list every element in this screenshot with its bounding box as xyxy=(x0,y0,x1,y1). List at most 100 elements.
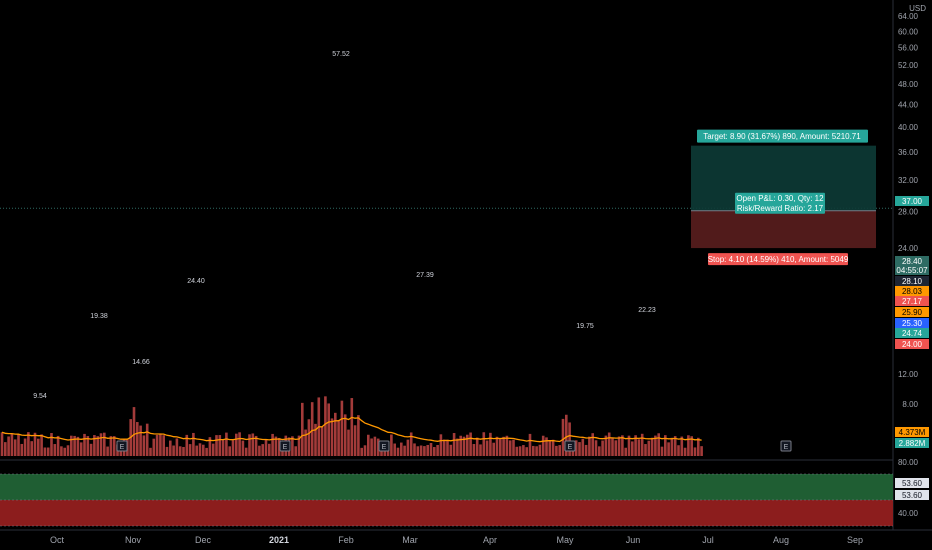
price-badge: 28.40 xyxy=(895,256,929,266)
volume-bar xyxy=(244,447,248,456)
price-badge-text: 27.17 xyxy=(902,297,923,306)
time-tick: Nov xyxy=(125,535,142,545)
volume-bar xyxy=(10,433,14,456)
volume-bar xyxy=(291,436,294,456)
volume-bar xyxy=(512,439,515,456)
volume-bar xyxy=(508,440,512,456)
volume-bar xyxy=(621,435,624,456)
volume-bar xyxy=(178,446,182,456)
price-badge-text: 37.00 xyxy=(902,197,923,206)
position-tool[interactable]: Target: 8.90 (31.67%) 890, Amount: 5210.… xyxy=(691,129,876,266)
earnings-marker-box xyxy=(780,440,792,452)
volume-bar xyxy=(96,436,99,456)
volume-bar xyxy=(225,432,228,456)
volume-bar xyxy=(218,435,222,456)
volume-bar xyxy=(53,444,57,456)
price-badge: 28.10 xyxy=(895,276,929,286)
volume-bar xyxy=(449,444,453,456)
volume-bar xyxy=(155,434,159,456)
volume-bar xyxy=(657,433,660,456)
price-point-label: 27.39 xyxy=(416,272,434,279)
volume-bar xyxy=(139,425,142,456)
volume-bar xyxy=(258,445,261,456)
volume-bar xyxy=(198,443,202,456)
volume-bar xyxy=(469,432,472,456)
volume-bar xyxy=(248,434,251,456)
volume-bar xyxy=(231,440,235,456)
earnings-marker: E xyxy=(378,440,390,452)
time-tick: Jun xyxy=(626,535,641,545)
volume-bar xyxy=(132,407,136,456)
target-label: Target: 8.90 (31.67%) 890, Amount: 5210.… xyxy=(697,129,868,143)
volume-bar xyxy=(528,433,532,456)
volume-bar xyxy=(70,435,73,456)
price-badge: 25.30 xyxy=(895,318,929,328)
volume-bar xyxy=(396,447,400,456)
volume-bar xyxy=(221,439,225,456)
volume-bar xyxy=(485,440,489,456)
volume-bar xyxy=(574,440,578,456)
volume-bar xyxy=(598,446,601,456)
volume-bar xyxy=(690,436,693,456)
price-point-label: 19.38 xyxy=(90,313,108,320)
earnings-marker-label: E xyxy=(120,444,125,451)
osc-upper-band xyxy=(0,474,893,500)
volume-bar xyxy=(390,434,393,456)
price-tick: 24.00 xyxy=(898,244,919,253)
volume-bar xyxy=(175,438,179,456)
volume-bar xyxy=(489,432,492,456)
volume-bar xyxy=(363,445,367,456)
volume-bar xyxy=(86,436,90,456)
time-axis[interactable]: Oct Nov Dec 2021 Feb Mar Apr May Jun Jul Aug Sep xyxy=(50,535,863,545)
volume-bar xyxy=(23,438,27,456)
currency-label: USD xyxy=(909,4,926,13)
volume-bar xyxy=(33,432,37,456)
time-tick: May xyxy=(556,535,574,545)
earnings-marker: E xyxy=(564,440,576,452)
volume-bar xyxy=(192,432,195,456)
volume-bar xyxy=(271,433,274,456)
volume-badge: 4.373M xyxy=(895,427,929,437)
volume-bar xyxy=(136,422,139,456)
volume-bar xyxy=(683,447,687,456)
volume-bar xyxy=(545,437,548,456)
volume-bar xyxy=(172,445,175,456)
volume-bar xyxy=(604,435,608,456)
volume-bar xyxy=(393,443,396,456)
volume-bar xyxy=(185,434,189,456)
volume-bar xyxy=(373,436,377,456)
price-badge-box xyxy=(895,318,929,328)
volume-bar xyxy=(584,444,588,456)
volume-bar xyxy=(357,415,360,456)
volume-bar xyxy=(429,442,433,456)
volume-bar xyxy=(202,444,205,456)
price-tick: 8.00 xyxy=(902,400,918,409)
volume-bar xyxy=(419,445,423,456)
volume-bar xyxy=(347,429,350,456)
volume-bar xyxy=(459,435,462,456)
volume-bar xyxy=(235,433,238,456)
volume-bar xyxy=(261,444,264,456)
volume-bar xyxy=(492,442,495,456)
price-point-label: 14.66 xyxy=(132,359,150,366)
volume-bar xyxy=(142,435,146,456)
price-badge-text: 24.74 xyxy=(902,329,923,338)
price-badge-box xyxy=(895,339,929,349)
time-tick: Dec xyxy=(195,535,212,545)
volume-bar xyxy=(647,440,651,456)
price-badge-box xyxy=(895,196,929,206)
volume-bar xyxy=(205,447,208,456)
price-badge-box xyxy=(895,328,929,338)
price-tick: 48.00 xyxy=(898,80,919,89)
volume-bar xyxy=(76,436,80,456)
volume-bar xyxy=(472,444,476,456)
volume-bar xyxy=(631,441,634,456)
volume-bar xyxy=(400,442,403,456)
volume-bar xyxy=(149,447,152,456)
price-tick: 36.00 xyxy=(898,148,919,157)
